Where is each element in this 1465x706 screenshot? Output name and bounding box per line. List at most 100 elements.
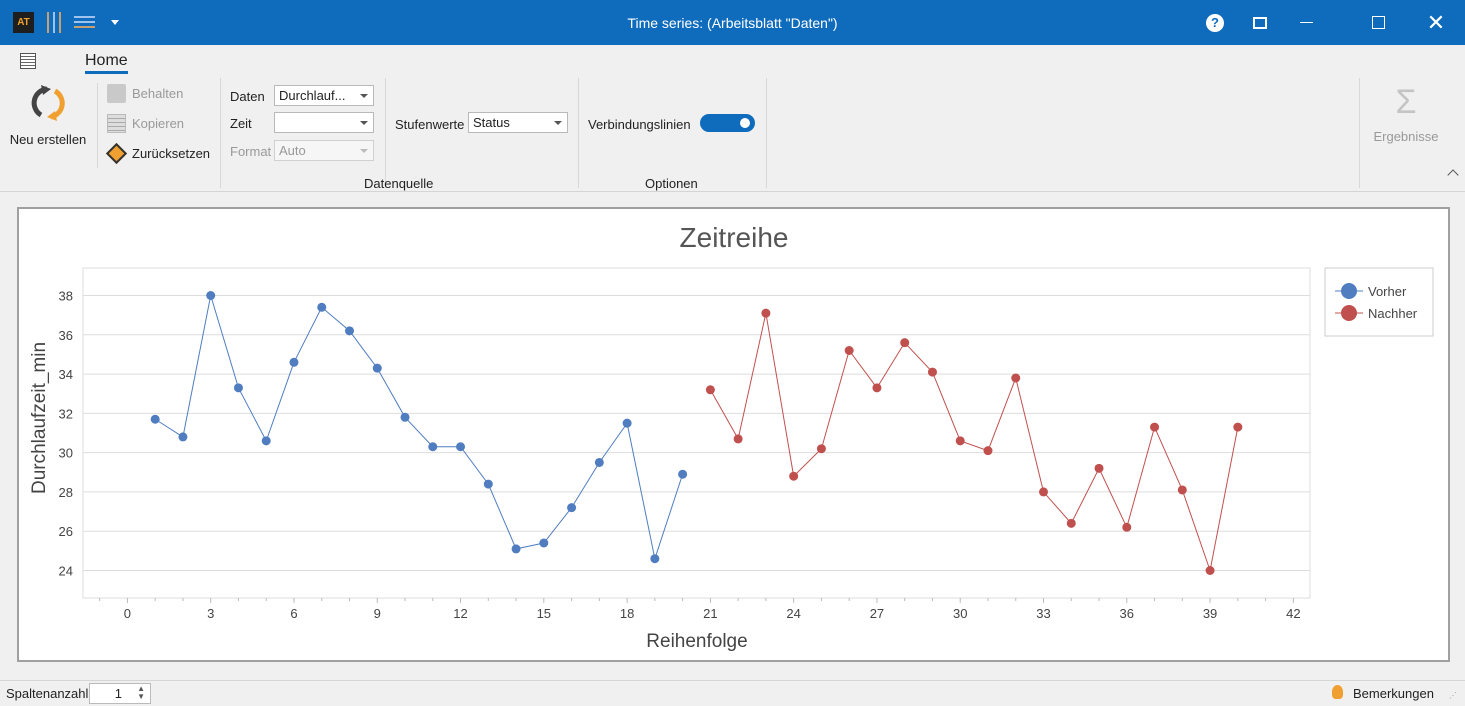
- data-combo[interactable]: Durchlauf...: [274, 85, 374, 106]
- plot-area: [82, 267, 1311, 599]
- data-point: [927, 367, 937, 377]
- close-button[interactable]: ✕: [1413, 0, 1459, 45]
- tab-home[interactable]: Home: [85, 52, 128, 74]
- keep-label: Behalten: [132, 86, 184, 101]
- collapse-ribbon-icon[interactable]: [1447, 169, 1459, 181]
- rows-icon[interactable]: [74, 16, 95, 28]
- columns-spinner[interactable]: 1 ▲ ▼: [89, 683, 151, 704]
- chart-title: Zeitreihe: [680, 222, 789, 253]
- remarks-button[interactable]: Bemerkungen: [1353, 686, 1434, 701]
- data-point: [1011, 373, 1021, 383]
- window-title: Time series: (Arbeitsblatt "Daten"): [627, 15, 838, 31]
- restore-layout-button[interactable]: [1237, 0, 1283, 45]
- help-button[interactable]: ?: [1192, 0, 1238, 45]
- save-icon: [107, 84, 126, 103]
- data-point: [178, 432, 188, 442]
- spinner-arrows-icon[interactable]: ▲ ▼: [137, 684, 145, 701]
- results-button[interactable]: Σ Ergebnisse: [1366, 83, 1446, 144]
- columns-icon[interactable]: [47, 12, 61, 33]
- close-icon: ✕: [1426, 9, 1446, 35]
- quick-access-dropdown-icon[interactable]: [111, 20, 119, 25]
- data-point: [206, 291, 216, 300]
- data-point: [1177, 485, 1187, 495]
- data-point: [1150, 422, 1160, 432]
- data-point: [650, 554, 660, 564]
- window-layout-icon: [1253, 16, 1267, 29]
- y-tick-label: 24: [59, 564, 73, 579]
- sigma-icon: Σ: [1395, 83, 1417, 121]
- format-label: Format: [230, 144, 272, 159]
- x-tick-label: 12: [453, 606, 467, 621]
- data-point: [955, 436, 965, 446]
- x-tick-label: 27: [870, 606, 884, 621]
- levels-label: Stufenwerte: [395, 117, 465, 132]
- data-point: [816, 444, 826, 454]
- toggle-knob: [740, 118, 750, 128]
- x-tick-label: 3: [207, 606, 214, 621]
- data-point: [705, 385, 715, 395]
- data-point: [1205, 566, 1215, 575]
- app-menu-icon[interactable]: [20, 53, 36, 69]
- resize-grip-icon[interactable]: ⋰: [1449, 691, 1457, 700]
- data-point: [372, 363, 382, 373]
- app-logo: AT: [13, 12, 34, 33]
- x-tick-label: 18: [620, 606, 634, 621]
- format-value: Auto: [279, 143, 306, 158]
- data-point: [344, 326, 354, 336]
- data-point: [900, 338, 910, 348]
- data-point: [539, 538, 549, 548]
- chevron-down-icon: [360, 149, 368, 153]
- legend-marker: [1341, 283, 1357, 299]
- data-point: [1039, 487, 1049, 497]
- data-point: [400, 412, 410, 422]
- legend-label: Nachher: [1368, 306, 1418, 321]
- x-tick-label: 9: [374, 606, 381, 621]
- data-point: [456, 442, 466, 452]
- maximize-icon: [1371, 16, 1385, 29]
- x-tick-label: 42: [1286, 606, 1300, 621]
- maximize-button[interactable]: [1355, 0, 1401, 45]
- x-tick-label: 33: [1036, 606, 1050, 621]
- columns-label: Spaltenanzahl: [6, 686, 89, 701]
- x-tick-label: 15: [537, 606, 551, 621]
- time-combo[interactable]: [274, 112, 374, 133]
- lines-toggle[interactable]: [700, 114, 755, 132]
- data-point: [317, 302, 327, 312]
- data-point: [622, 418, 632, 428]
- y-axis-label: Durchlaufzeit_min: [29, 342, 50, 494]
- y-tick-label: 34: [59, 367, 73, 382]
- data-point: [1094, 463, 1104, 473]
- help-icon: ?: [1206, 13, 1224, 32]
- chevron-down-icon: [360, 121, 368, 125]
- keep-button[interactable]: Behalten: [107, 84, 183, 103]
- reset-button[interactable]: Zurücksetzen: [105, 142, 211, 165]
- y-tick-label: 38: [59, 289, 73, 304]
- x-tick-label: 21: [703, 606, 717, 621]
- group-datasource-label: Datenquelle: [364, 176, 434, 191]
- data-point: [511, 544, 521, 554]
- data-label: Daten: [230, 89, 265, 104]
- lines-label: Verbindungslinien: [588, 117, 691, 132]
- levels-combo[interactable]: Status: [468, 112, 568, 133]
- y-tick-label: 36: [59, 328, 73, 343]
- new-button[interactable]: Neu erstellen: [5, 83, 91, 153]
- copy-icon: [107, 114, 126, 133]
- reset-label: Zurücksetzen: [132, 146, 211, 161]
- data-point: [983, 446, 993, 456]
- refresh-icon: [31, 85, 65, 121]
- y-tick-label: 30: [59, 446, 73, 461]
- series-line-vorher: [154, 295, 684, 561]
- series-line-nachher: [709, 313, 1239, 573]
- data-point: [678, 469, 688, 479]
- data-point: [289, 357, 299, 367]
- data-point: [1233, 422, 1243, 432]
- data-point: [1066, 518, 1076, 528]
- data-point: [233, 383, 243, 393]
- levels-value: Status: [473, 115, 510, 130]
- y-tick-label: 32: [59, 406, 73, 421]
- format-combo[interactable]: Auto: [274, 140, 374, 161]
- y-tick-label: 26: [59, 524, 73, 539]
- copy-button[interactable]: Kopieren: [107, 114, 184, 133]
- minimize-button[interactable]: [1283, 0, 1329, 45]
- group-options-label: Optionen: [645, 176, 698, 191]
